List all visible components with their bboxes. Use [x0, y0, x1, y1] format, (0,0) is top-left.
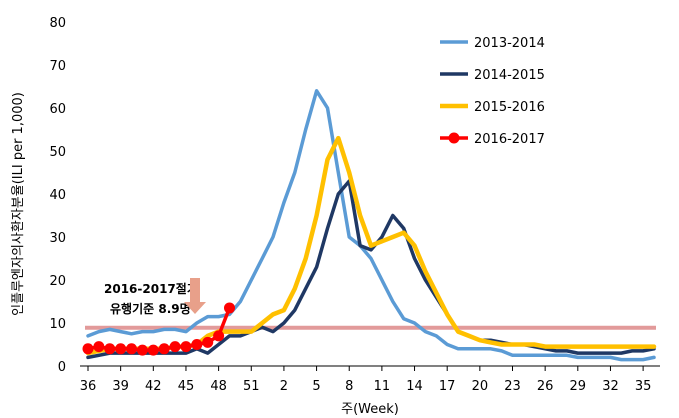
- x-tick-label: 26: [537, 379, 554, 394]
- x-axis-title: 주(Week): [341, 402, 399, 417]
- x-tick-label: 14: [406, 379, 423, 394]
- legend-label: 2014-2015: [474, 68, 545, 83]
- y-tick-label: 10: [49, 317, 66, 332]
- y-axis-title: 인플루엔자의사환자분율(ILI per 1,000): [11, 92, 26, 316]
- x-tick-label: 20: [472, 379, 489, 394]
- x-tick-label: 36: [80, 379, 97, 394]
- y-tick-label: 60: [49, 102, 66, 117]
- legend: 2013-2014 2014-2015 2015-2016 2016-2017: [440, 36, 545, 147]
- data-point-2016-2017: [126, 343, 138, 355]
- data-point-2016-2017: [104, 343, 116, 355]
- data-point-2016-2017: [136, 344, 148, 356]
- down-arrow-icon: [184, 278, 206, 314]
- x-tick-label: 39: [112, 379, 129, 394]
- x-tick-label: 29: [570, 379, 587, 394]
- x-tick-label: 48: [210, 379, 227, 394]
- data-point-2016-2017: [191, 339, 203, 350]
- y-tick-label: 20: [49, 274, 66, 289]
- data-point-2016-2017: [115, 343, 127, 355]
- x-tick-label: 35: [635, 379, 652, 394]
- x-tick-label: 11: [374, 379, 391, 394]
- legend-label: 2013-2014: [474, 36, 545, 51]
- threshold-label-line2: 유행기준 8.9명: [110, 301, 191, 316]
- data-point-2016-2017: [180, 341, 192, 353]
- y-tick-label: 30: [49, 231, 66, 246]
- data-point-2016-2017: [202, 336, 214, 348]
- markers-layer: [82, 302, 235, 356]
- legend-label: 2015-2016: [474, 100, 545, 115]
- y-axis-ticks: 0 10 20 30 40 50 60 70 80: [49, 16, 66, 375]
- data-point-2016-2017: [169, 341, 181, 353]
- y-tick-label: 50: [49, 145, 66, 160]
- y-tick-label: 0: [58, 360, 66, 375]
- series-line-2015-2016: [85, 135, 657, 356]
- x-axis-ticks: 36 39 42 45 48 51 2 5 8 11 14 17 20 23 26 29 32 35: [80, 366, 652, 394]
- series-line-2014-2015: [86, 179, 656, 360]
- y-tick-label: 70: [49, 59, 66, 74]
- x-tick-label: 5: [312, 379, 320, 394]
- threshold-label-line1: 2016-2017절기: [104, 281, 198, 296]
- data-point-2016-2017: [82, 343, 94, 355]
- legend-marker: [448, 132, 460, 144]
- data-point-2016-2017: [93, 341, 105, 353]
- x-tick-label: 51: [243, 379, 260, 394]
- data-point-2016-2017: [224, 302, 235, 314]
- x-tick-label: 17: [439, 379, 456, 394]
- y-tick-label: 80: [49, 16, 66, 31]
- legend-label: 2016-2017: [474, 132, 545, 147]
- series-line-2013-2014: [86, 89, 656, 362]
- x-tick-label: 45: [178, 379, 195, 394]
- x-tick-label: 2: [280, 379, 288, 394]
- x-tick-label: 42: [145, 379, 162, 394]
- data-point-2016-2017: [158, 343, 170, 355]
- threshold-annotation: 2016-2017절기 유행기준 8.9명: [104, 278, 206, 316]
- data-point-2016-2017: [213, 330, 225, 342]
- data-point-2016-2017: [147, 344, 159, 356]
- x-tick-label: 23: [504, 379, 521, 394]
- y-tick-label: 40: [49, 188, 66, 203]
- x-tick-label: 32: [602, 379, 619, 394]
- x-tick-label: 8: [345, 379, 353, 394]
- series-layer: [85, 89, 657, 362]
